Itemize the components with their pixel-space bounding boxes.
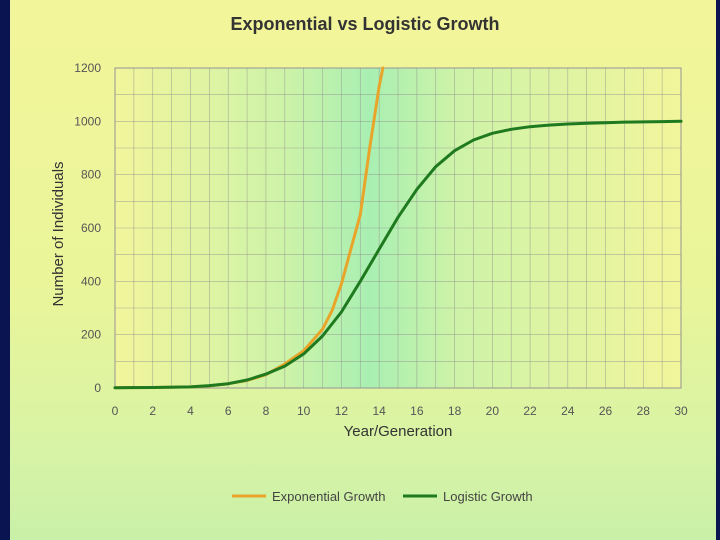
x-tick-label: 4: [187, 404, 194, 418]
x-tick-label: 22: [523, 404, 537, 418]
grid: [114, 67, 682, 389]
y-axis-title: Number of Individuals: [50, 161, 67, 306]
x-tick-label: 16: [410, 404, 424, 418]
x-tick-label: 8: [263, 404, 270, 418]
x-tick-label: 18: [448, 404, 462, 418]
x-tick-label: 0: [112, 404, 119, 418]
x-tick-label: 20: [486, 404, 500, 418]
y-tick-label: 1200: [74, 61, 101, 75]
logistic-growth-line: [113, 119, 683, 390]
x-axis-title: Year/Generation: [344, 423, 453, 440]
y-tick-label: 800: [81, 168, 101, 182]
y-tick-label: 0: [94, 381, 101, 395]
legend-label: Exponential Growth: [272, 489, 385, 504]
legend: Exponential Growth Logistic Growth: [232, 489, 533, 504]
x-tick-label: 6: [225, 404, 232, 418]
x-tick-label: 26: [599, 404, 613, 418]
x-tick-label: 12: [335, 404, 349, 418]
chart-panel: Exponential vs Logistic Growth 0 2 4 6 8 10 12…: [10, 0, 716, 540]
x-tick-label: 30: [674, 404, 688, 418]
y-tick-label: 200: [81, 328, 101, 342]
series-lines: [113, 66, 683, 390]
x-tick-label: 14: [372, 404, 386, 418]
x-tick-label: 2: [149, 404, 156, 418]
x-tick-label: 28: [637, 404, 651, 418]
y-tick-label: 1000: [74, 114, 101, 128]
chart-title: Exponential vs Logistic Growth: [230, 14, 499, 34]
tick-labels: 0 2 4 6 8 10 12 14 16 18 20 22 24 26 28 300200400600800…: [74, 61, 688, 418]
y-tick-label: 600: [81, 221, 101, 235]
x-tick-label: 10: [297, 404, 311, 418]
chart: Exponential vs Logistic Growth 0 2 4 6 8 10 12…: [50, 14, 688, 504]
x-tick-label: 24: [561, 404, 575, 418]
y-tick-label: 400: [81, 274, 101, 288]
legend-label: Logistic Growth: [443, 489, 533, 504]
